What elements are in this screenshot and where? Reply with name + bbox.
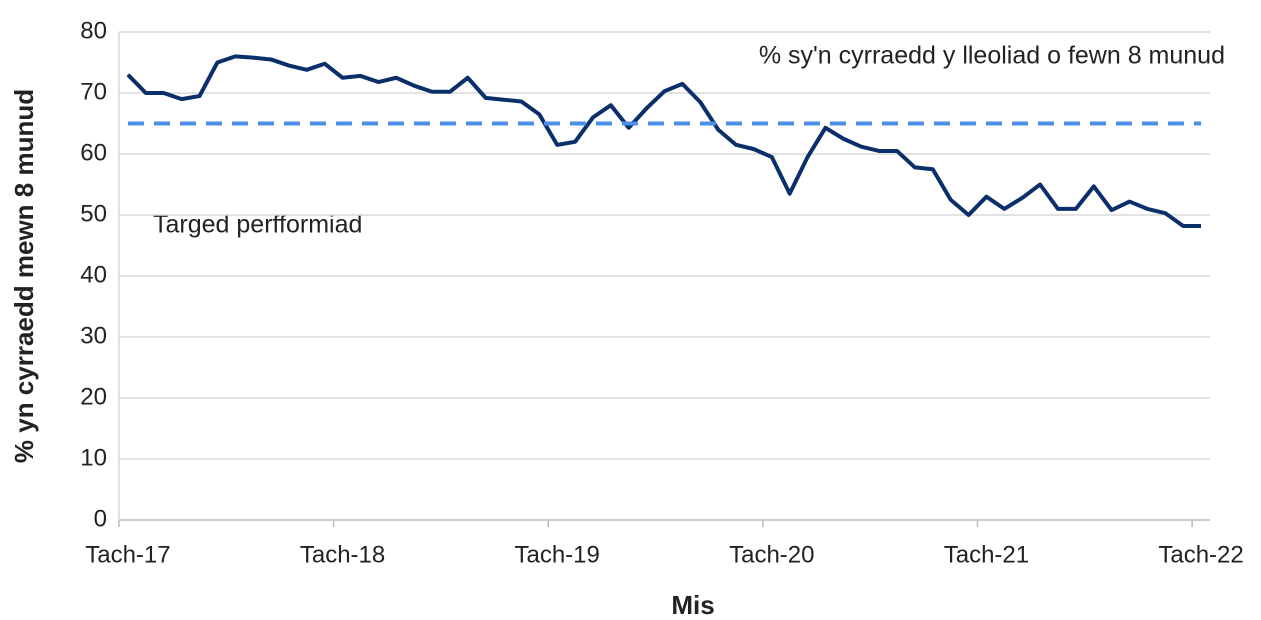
y-tick-label: 20: [80, 383, 107, 410]
y-tick-label: 0: [94, 505, 107, 532]
x-tick-label: Tach-19: [514, 541, 599, 568]
series-line: [126, 54, 1202, 228]
y-tick-label: 50: [80, 200, 107, 227]
x-axis-title: Mis: [671, 590, 714, 620]
x-tick-label: Tach-20: [729, 541, 814, 568]
y-tick-label: 40: [80, 261, 107, 288]
y-tick-label: 70: [80, 78, 107, 105]
series-label: % sy'n cyrraedd y lleoliad o fewn 8 munu…: [759, 42, 1225, 70]
y-tick-label: 60: [80, 139, 107, 166]
x-tick-label: Tach-18: [300, 541, 385, 568]
x-tick-label: Tach-22: [1158, 541, 1243, 568]
y-tick-label: 80: [80, 17, 107, 44]
y-tick-label: 30: [80, 322, 107, 349]
x-tick-label: Tach-21: [944, 541, 1029, 568]
y-axis-title: % yn cyrraedd mewn 8 munud: [9, 89, 39, 463]
x-tick-label: Tach-17: [85, 541, 170, 568]
y-tick-label: 10: [80, 444, 107, 471]
